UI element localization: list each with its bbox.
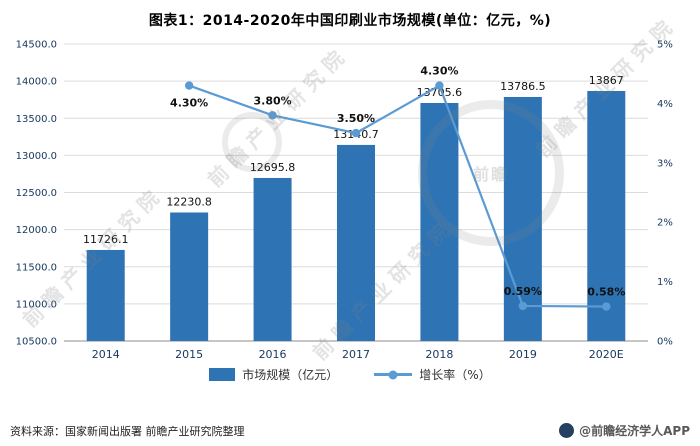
bar-value-label: 12230.8	[166, 195, 212, 208]
left-axis-tick-label: 13000.0	[16, 151, 57, 162]
growth-line-marker	[435, 81, 444, 90]
left-axis-tick-label: 13500.0	[16, 114, 57, 125]
footer: 资料来源：国家新闻出版署 前瞻产业研究院整理 @前瞻经济学人APP	[0, 422, 700, 439]
left-axis-tick-label: 12000.0	[16, 225, 57, 236]
bar-swatch	[209, 368, 236, 381]
left-axis-tick-label: 12500.0	[16, 188, 57, 199]
left-axis-tick-label: 14500.0	[16, 40, 57, 51]
right-axis-tick-label: 1%	[657, 277, 673, 288]
right-axis-tick-label: 5%	[657, 40, 673, 51]
line-marker-icon	[388, 370, 398, 379]
x-axis-category-label: 2017	[342, 348, 370, 361]
growth-value-label: 4.30%	[420, 65, 458, 78]
legend-label-market-size: 市场规模（亿元）	[242, 368, 339, 382]
bar-value-label: 13705.6	[417, 86, 463, 99]
bar-2015	[170, 212, 209, 341]
growth-line-marker	[602, 302, 611, 311]
bar-value-label: 11726.1	[83, 233, 129, 246]
growth-line	[188, 83, 607, 308]
growth-value-label: 0.58%	[587, 286, 625, 299]
bar-value-label: 12695.8	[250, 161, 296, 174]
legend-item-growth-rate: 增长率（%）	[374, 366, 491, 383]
x-axis-category-label: 2015	[175, 348, 203, 361]
bar-2020E	[587, 91, 626, 342]
bar-2017	[337, 144, 375, 341]
chart-figure: 图表1：2014-2020年中国印刷业市场规模(单位：亿元，%) 10500.0…	[0, 11, 700, 438]
bar-2016	[253, 177, 292, 341]
legend-item-market-size: 市场规模（亿元）	[209, 366, 338, 383]
left-axis-tick-label: 11000.0	[16, 299, 57, 310]
growth-value-label: 0.59%	[504, 285, 542, 298]
chart-legend: 市场规模（亿元） 增长率（%）	[0, 366, 700, 383]
chart-title: 图表1：2014-2020年中国印刷业市场规模(单位：亿元，%)	[148, 13, 552, 29]
right-axis-tick-label: 3%	[657, 158, 673, 169]
growth-value-label: 4.30%	[170, 97, 208, 110]
growth-value-label: 3.80%	[253, 94, 291, 107]
growth-line-marker	[268, 111, 277, 120]
chart-canvas: 10500.0 11000.0 11500.0 12000.0 12500.0 13000…	[16, 40, 673, 362]
left-axis-tick-label: 11500.0	[16, 262, 57, 273]
bar-2018	[420, 102, 459, 342]
bar-2014	[86, 249, 125, 341]
right-axis-tick-label: 4%	[657, 99, 673, 110]
bar-2019	[503, 96, 542, 341]
brand-text: @前瞻经济学人APP	[579, 424, 690, 438]
line-swatch	[374, 370, 413, 379]
x-axis-category-label: 2018	[425, 348, 453, 361]
left-axis-tick-label: 10500.0	[16, 337, 57, 348]
x-axis-category-label: 2019	[509, 348, 537, 361]
right-axis-tick-label: 0%	[657, 337, 673, 348]
brand: @前瞻经济学人APP	[559, 422, 690, 439]
x-axis-category-label: 2014	[92, 348, 120, 361]
right-axis-tick-label: 2%	[657, 218, 673, 229]
left-axis-tick-label: 14000.0	[16, 77, 57, 88]
legend-label-growth-rate: 增长率（%）	[419, 368, 491, 382]
growth-line-marker	[518, 301, 528, 311]
qianzhan-logo-icon	[559, 423, 575, 438]
source-text: 资料来源：国家新闻出版署 前瞻产业研究院整理	[10, 424, 245, 438]
growth-line-marker	[351, 128, 361, 138]
bar-value-label: 13867	[589, 74, 624, 87]
growth-line-marker	[184, 81, 194, 90]
x-axis-category-label: 2020E	[589, 348, 624, 361]
growth-value-label: 3.50%	[337, 112, 375, 125]
x-axis-category-label: 2016	[259, 348, 287, 361]
bar-value-label: 13786.5	[500, 80, 546, 93]
